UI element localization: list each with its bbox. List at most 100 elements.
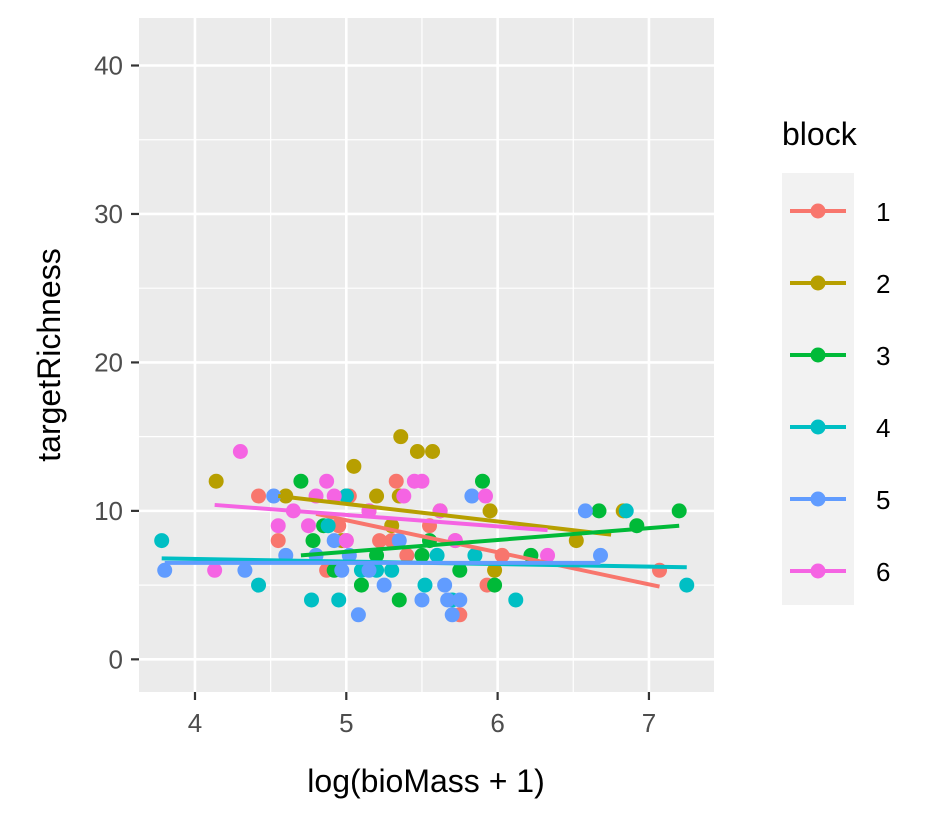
data-point-block-5: [593, 547, 609, 563]
legend-title: block: [782, 116, 858, 152]
data-point-block-2: [409, 443, 425, 459]
fit-line-block-1: [315, 511, 660, 589]
data-point-block-5: [376, 577, 392, 593]
data-point-block-2: [425, 443, 441, 459]
data-point-block-4: [429, 547, 445, 563]
legend: block 1 2 3 4 5 6: [782, 116, 890, 605]
data-point-block-6: [478, 488, 494, 504]
x-axis-title: log(bioMass + 1): [307, 763, 544, 799]
data-point-block-6: [207, 562, 223, 578]
data-point-block-3: [591, 503, 607, 519]
data-point-block-1: [270, 533, 286, 549]
legend-label-1: 1: [876, 197, 890, 227]
data-point-block-3: [671, 503, 687, 519]
legend-label-5: 5: [876, 485, 890, 515]
data-point-block-1: [399, 547, 415, 563]
data-point-block-4: [417, 577, 433, 593]
data-point-block-2: [487, 562, 503, 578]
grid-minor: [139, 18, 714, 692]
data-point-block-5: [266, 488, 282, 504]
data-point-block-6: [232, 443, 248, 459]
data-point-block-5: [326, 533, 342, 549]
data-point-block-5: [464, 488, 480, 504]
data-point-block-1: [372, 533, 388, 549]
data-point-block-1: [388, 473, 404, 489]
data-point-block-2: [208, 473, 224, 489]
x-tick-label: 4: [188, 708, 202, 738]
data-point-block-2: [393, 429, 409, 445]
data-point-block-5: [391, 533, 407, 549]
x-tick-label: 6: [490, 708, 504, 738]
fit-line-block-6: [214, 502, 548, 533]
data-point-block-6: [270, 518, 286, 534]
data-point-block-3: [293, 473, 309, 489]
data-point-block-1: [331, 518, 347, 534]
y-tick-label: 20: [94, 347, 123, 377]
legend-key-point-1: [810, 203, 826, 219]
data-point-block-2: [482, 503, 498, 519]
data-point-block-2: [346, 458, 362, 474]
data-point-block-5: [452, 592, 468, 608]
x-axis: 4 5 6 7: [188, 692, 656, 738]
data-point-block-4: [384, 562, 400, 578]
data-point-block-3: [305, 533, 321, 549]
data-point-block-3: [414, 547, 430, 563]
data-point-block-4: [467, 547, 483, 563]
data-point-block-6: [300, 518, 316, 534]
data-point-block-4: [320, 518, 336, 534]
data-point-block-3: [487, 577, 503, 593]
data-point-block-6: [338, 533, 354, 549]
data-point-block-3: [474, 473, 490, 489]
data-point-block-6: [414, 473, 430, 489]
data-point-block-5: [361, 562, 377, 578]
legend-label-2: 2: [876, 269, 890, 299]
legend-key-background: [782, 173, 854, 605]
x-tick-label: 7: [642, 708, 656, 738]
legend-key-point-4: [810, 419, 826, 435]
legend-key-point-5: [810, 491, 826, 507]
y-tick-label: 40: [94, 51, 123, 81]
data-point-block-4: [331, 592, 347, 608]
data-point-block-5: [444, 607, 460, 623]
data-point-block-5: [350, 607, 366, 623]
data-point-block-5: [414, 592, 430, 608]
data-point-block-5: [577, 503, 593, 519]
data-point-block-2: [369, 488, 385, 504]
legend-label-4: 4: [876, 413, 890, 443]
legend-key-point-3: [810, 347, 826, 363]
fit-lines: [161, 494, 687, 589]
data-point-block-5: [157, 562, 173, 578]
data-points: [154, 429, 695, 623]
fit-line-block-3: [300, 523, 680, 558]
data-point-block-4: [304, 592, 319, 608]
data-point-block-6: [326, 488, 342, 504]
legend-key-point-2: [810, 275, 826, 291]
data-point-block-1: [251, 488, 267, 504]
x-tick-label: 5: [339, 708, 353, 738]
y-tick-label: 0: [109, 644, 123, 674]
data-point-block-3: [353, 577, 369, 593]
data-point-block-2: [568, 533, 584, 549]
y-tick-label: 10: [94, 496, 123, 526]
data-point-block-6: [396, 488, 412, 504]
legend-label-3: 3: [876, 341, 890, 371]
data-point-block-4: [338, 488, 354, 504]
data-point-block-5: [440, 592, 456, 608]
legend-key-point-6: [810, 563, 826, 579]
data-point-block-4: [251, 577, 267, 593]
data-point-block-4: [154, 533, 170, 549]
data-point-block-6: [319, 473, 335, 489]
data-point-block-5: [334, 562, 350, 578]
data-point-block-3: [391, 592, 407, 608]
legend-label-6: 6: [876, 557, 890, 587]
legend-items: 1 2 3 4 5 6: [790, 197, 890, 587]
y-tick-label: 30: [94, 199, 123, 229]
data-point-block-5: [237, 562, 253, 578]
data-point-block-4: [508, 592, 524, 608]
data-point-block-4: [679, 577, 695, 593]
data-point-block-5: [437, 577, 453, 593]
data-point-block-4: [618, 503, 634, 519]
data-point-block-3: [452, 562, 468, 578]
y-axis: 0 10 20 30 40: [94, 51, 139, 674]
